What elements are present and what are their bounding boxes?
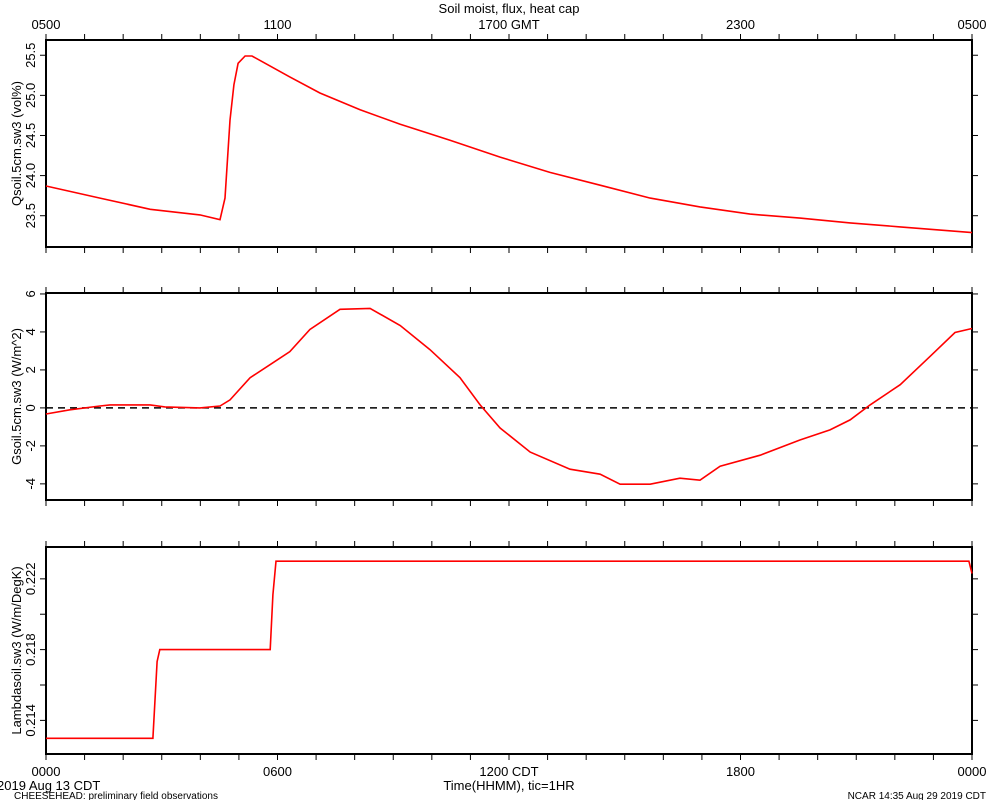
plot-frame <box>45 39 973 248</box>
top-axis-label: 2300 <box>726 17 755 32</box>
top-axis-label: 0500 <box>958 17 987 32</box>
series-line <box>45 307 973 486</box>
y-tick-label: 0.222 <box>23 563 38 596</box>
y-tick-label: 0.214 <box>23 704 38 737</box>
plot-frame <box>45 546 973 755</box>
y-tick-label: 4 <box>23 328 38 335</box>
x-axis-label: Time(HHMM), tic=1HR <box>443 778 574 793</box>
chart-title: Soil moist, flux, heat cap <box>439 1 580 16</box>
top-axis-label: 1100 <box>264 17 292 32</box>
top-axis-label: 1700 GMT <box>478 17 539 32</box>
bottom-axis-label: 0000 <box>958 764 987 779</box>
top-axis-label: 0500 <box>32 17 61 32</box>
y-tick-label: 25.0 <box>23 83 38 108</box>
series-line <box>46 560 973 740</box>
bottom-axis-label: 1800 <box>726 764 755 779</box>
y-tick-label: 25.5 <box>23 43 38 68</box>
series-line <box>45 55 973 234</box>
y-tick-label: 24.0 <box>23 163 38 188</box>
plot-frame <box>45 292 973 501</box>
y-tick-label: -4 <box>23 478 38 490</box>
footer-left: CHEESEHEAD: preliminary field observatio… <box>14 791 218 800</box>
y-axis-label: Gsoil.5cm.sw3 (W/m^2) <box>9 328 24 465</box>
y-tick-label: 0.218 <box>23 633 38 666</box>
date-label: 2019 Aug 13 CDT <box>0 778 100 793</box>
y-tick-label: 23.5 <box>23 203 38 228</box>
footer-right: NCAR 14:35 Aug 29 2019 CDT <box>848 791 986 800</box>
y-tick-label: -2 <box>23 440 38 452</box>
bottom-axis-label: 0600 <box>263 764 292 779</box>
bottom-axis-label: 1200 CDT <box>479 764 538 779</box>
panel-2: -4 -2 0 2 4 6 Gsoil.5cm.sw3 (W/m^2) <box>9 287 978 506</box>
y-tick-label: 6 <box>23 290 38 297</box>
bottom-axis-label: 0000 <box>32 764 61 779</box>
y-tick-label: 24.5 <box>23 123 38 148</box>
y-tick-label: 2 <box>23 366 38 373</box>
y-tick-label: 0 <box>23 404 38 411</box>
y-axis-label: Lambdasoil.sw3 (W/m/DegK) <box>9 566 24 734</box>
y-axis-label: Qsoil.5cm.sw3 (vol%) <box>9 81 24 206</box>
panel-1: 23.5 24.0 24.5 25.0 25.5 Qsoil.5cm.sw3 (vol%) <box>9 34 978 253</box>
